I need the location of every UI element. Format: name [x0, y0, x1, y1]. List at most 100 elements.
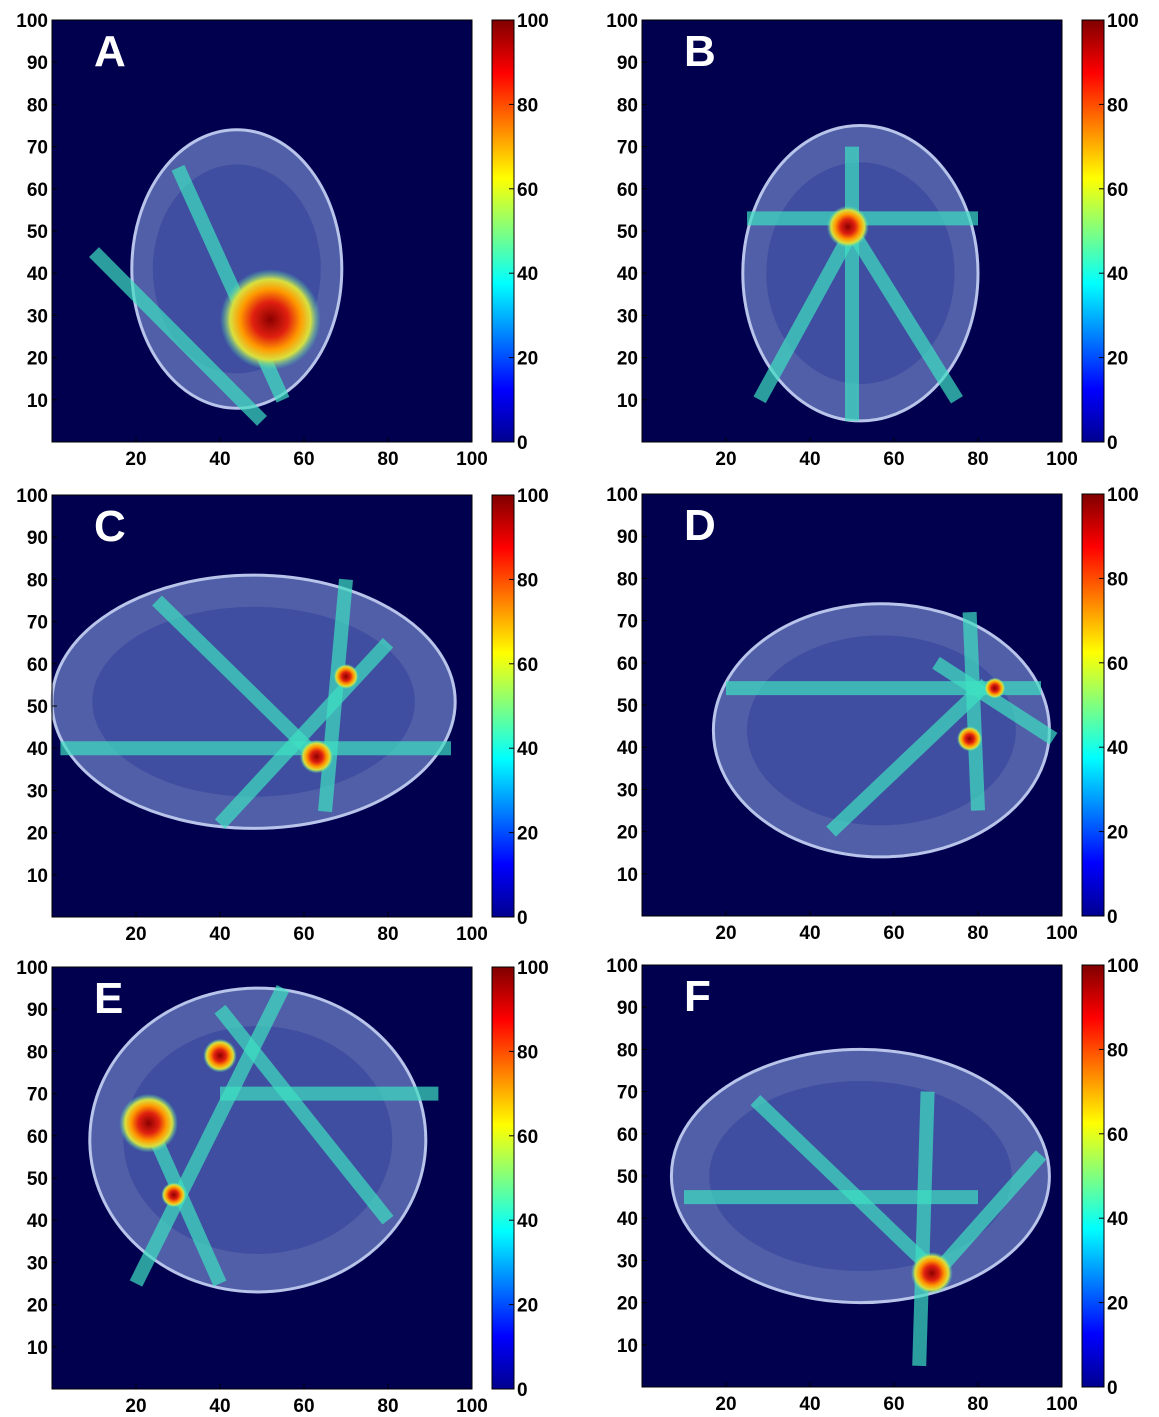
colorbar-tick-label: 0	[1107, 433, 1118, 454]
y-tick-label: 100	[16, 958, 48, 979]
colorbar	[1082, 20, 1104, 442]
figure: A102030405060708090100204060801000204060…	[0, 0, 1159, 1417]
y-tick-label: 10	[27, 1338, 48, 1359]
y-tick-label: 40	[27, 739, 48, 760]
y-tick-label: 90	[27, 528, 48, 549]
y-tick-label: 50	[617, 1167, 638, 1188]
x-tick-label: 40	[209, 924, 230, 945]
hot-spot	[119, 1094, 178, 1153]
y-tick-label: 10	[27, 391, 48, 412]
y-tick-label: 70	[617, 138, 638, 159]
y-tick-label: 80	[617, 95, 638, 116]
y-tick-label: 30	[27, 1253, 48, 1274]
colorbar-tick-label: 60	[1107, 1125, 1128, 1146]
y-tick-label: 80	[27, 95, 48, 116]
colorbar-tick-label: 80	[1107, 569, 1128, 590]
y-tick-label: 60	[617, 1125, 638, 1146]
y-tick-label: 80	[27, 570, 48, 591]
x-tick-label: 40	[209, 1396, 230, 1417]
x-tick-label: 20	[125, 924, 146, 945]
y-tick-label: 40	[617, 264, 638, 285]
y-tick-label: 50	[617, 696, 638, 717]
beam	[919, 1092, 927, 1366]
colorbar-tick-label: 0	[517, 1380, 528, 1401]
colorbar-tick-label: 40	[1107, 264, 1128, 285]
x-tick-label: 20	[125, 449, 146, 470]
y-tick-label: 70	[27, 138, 48, 159]
x-tick-label: 20	[715, 449, 736, 470]
colorbar-tick-label: 100	[1107, 11, 1139, 32]
y-tick-label: 80	[27, 1042, 48, 1063]
colorbar-tick-label: 60	[517, 1127, 538, 1148]
panel-label: B	[684, 27, 716, 76]
hot-spot	[203, 1039, 237, 1073]
hot-spot	[220, 269, 321, 370]
x-tick-label: 80	[967, 1394, 988, 1415]
colorbar	[492, 967, 514, 1389]
y-tick-label: 30	[617, 1251, 638, 1272]
y-tick-label: 100	[606, 956, 638, 977]
x-tick-label: 100	[1046, 1394, 1078, 1415]
colorbar-tick-label: 100	[517, 486, 549, 507]
y-tick-label: 20	[617, 823, 638, 844]
panel: F102030405060708090100204060801000204060…	[606, 956, 1138, 1415]
x-tick-label: 40	[799, 923, 820, 944]
hot-spot	[911, 1252, 953, 1294]
x-tick-label: 80	[377, 924, 398, 945]
colorbar	[492, 495, 514, 917]
x-tick-label: 60	[883, 1394, 904, 1415]
colorbar-tick-label: 80	[517, 1042, 538, 1063]
y-tick-label: 90	[27, 1000, 48, 1021]
y-tick-label: 50	[27, 222, 48, 243]
x-tick-label: 60	[293, 1396, 314, 1417]
panel-label: F	[684, 972, 711, 1021]
colorbar-tick-label: 100	[517, 11, 549, 32]
y-tick-label: 70	[617, 612, 638, 633]
y-tick-label: 20	[27, 349, 48, 370]
colorbar-tick-label: 80	[517, 95, 538, 116]
colorbar-tick-label: 0	[517, 908, 528, 929]
y-tick-label: 40	[617, 738, 638, 759]
colorbar-tick-label: 20	[1107, 823, 1128, 844]
x-tick-label: 100	[1046, 449, 1078, 470]
colorbar-tick-label: 40	[1107, 738, 1128, 759]
y-tick-label: 20	[617, 349, 638, 370]
y-tick-label: 20	[617, 1294, 638, 1315]
x-tick-label: 80	[967, 923, 988, 944]
y-tick-label: 70	[27, 613, 48, 634]
y-tick-label: 30	[27, 306, 48, 327]
y-tick-label: 80	[617, 569, 638, 590]
beam	[970, 612, 978, 810]
x-tick-label: 60	[293, 924, 314, 945]
hot-spot	[161, 1182, 186, 1207]
y-tick-label: 10	[617, 1336, 638, 1357]
colorbar-tick-label: 20	[517, 1296, 538, 1317]
colorbar	[1082, 494, 1104, 916]
x-tick-label: 20	[125, 1396, 146, 1417]
colorbar-tick-label: 80	[1107, 95, 1128, 116]
x-tick-label: 100	[1046, 923, 1078, 944]
y-tick-label: 40	[27, 264, 48, 285]
colorbar-tick-label: 60	[1107, 654, 1128, 675]
x-tick-label: 60	[883, 923, 904, 944]
y-tick-label: 60	[617, 180, 638, 201]
y-tick-label: 100	[606, 11, 638, 32]
x-tick-label: 80	[377, 1396, 398, 1417]
colorbar-tick-label: 80	[517, 570, 538, 591]
y-tick-label: 50	[27, 697, 48, 718]
colorbar-tick-label: 40	[517, 1211, 538, 1232]
panel-label: C	[94, 502, 126, 551]
y-tick-label: 10	[617, 391, 638, 412]
colorbar-tick-label: 40	[1107, 1209, 1128, 1230]
colorbar-tick-label: 100	[1107, 485, 1139, 506]
colorbar	[1082, 965, 1104, 1387]
hot-spot	[957, 726, 982, 751]
y-tick-label: 40	[27, 1211, 48, 1232]
hot-spot	[827, 206, 869, 248]
colorbar-tick-label: 40	[517, 739, 538, 760]
colorbar-tick-label: 0	[1107, 1378, 1118, 1399]
colorbar-tick-label: 40	[517, 264, 538, 285]
y-tick-label: 90	[617, 998, 638, 1019]
x-tick-label: 60	[883, 449, 904, 470]
y-tick-label: 60	[27, 180, 48, 201]
